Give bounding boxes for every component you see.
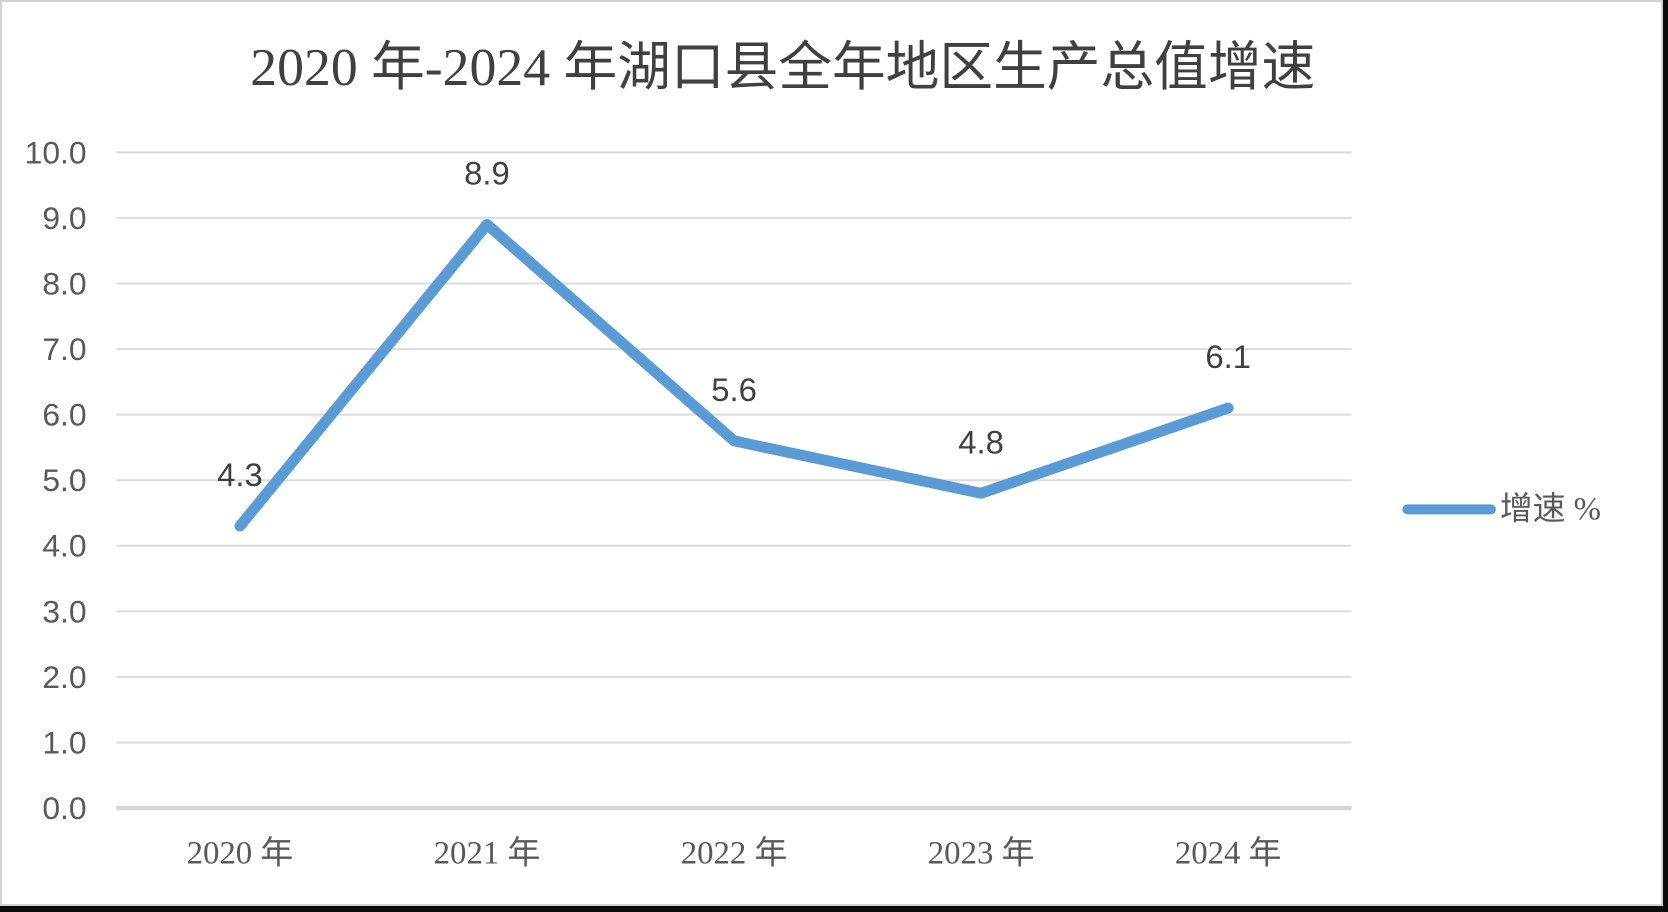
x-axis-tick-label: 2021 年 — [434, 835, 541, 872]
data-point-label: 8.9 — [464, 155, 510, 192]
y-axis-tick-label: 1.0 — [42, 725, 86, 761]
x-axis-tick-label: 2024 年 — [1175, 835, 1282, 872]
data-labels-group: 4.3 8.9 5.6 4.8 6.1 — [217, 155, 1251, 494]
x-axis-tick-label: 2023 年 — [928, 835, 1035, 872]
y-axis-tick-label: 8.0 — [42, 266, 86, 302]
data-point-label: 6.1 — [1205, 338, 1251, 375]
y-axis-labels-group: 0.0 1.0 2.0 3.0 4.0 5.0 6.0 7.0 8.0 9.0 10.0 — [25, 134, 87, 826]
y-axis-tick-label: 5.0 — [42, 462, 86, 498]
x-axis-labels-group: 2020 年 2021 年 2022 年 2023 年 2024 年 — [187, 835, 1282, 872]
gridlines-group — [116, 151, 1352, 811]
x-axis-tick-label: 2022 年 — [681, 835, 788, 872]
chart-title: 2020 年-2024 年湖口县全年地区生产总值增速 — [250, 37, 1315, 97]
series-line — [234, 219, 1234, 532]
y-axis-tick-label: 9.0 — [42, 200, 86, 236]
x-axis-tick-label: 2020 年 — [187, 835, 294, 872]
data-point-label: 5.6 — [711, 371, 757, 408]
legend: 增速 % — [1402, 490, 1601, 527]
y-axis-tick-label: 7.0 — [42, 331, 86, 367]
legend-label: 增速 % — [1500, 490, 1601, 527]
y-axis-tick-label: 3.0 — [42, 593, 86, 629]
y-axis-tick-label: 6.0 — [42, 397, 86, 433]
y-axis-tick-label: 4.0 — [42, 528, 86, 564]
y-axis-tick-label: 10.0 — [25, 134, 87, 170]
y-axis-tick-label: 2.0 — [42, 659, 86, 695]
data-point-label: 4.8 — [958, 423, 1004, 460]
data-point-label: 4.3 — [217, 456, 263, 493]
y-axis-tick-label: 0.0 — [42, 790, 86, 826]
series-group — [234, 219, 1234, 532]
